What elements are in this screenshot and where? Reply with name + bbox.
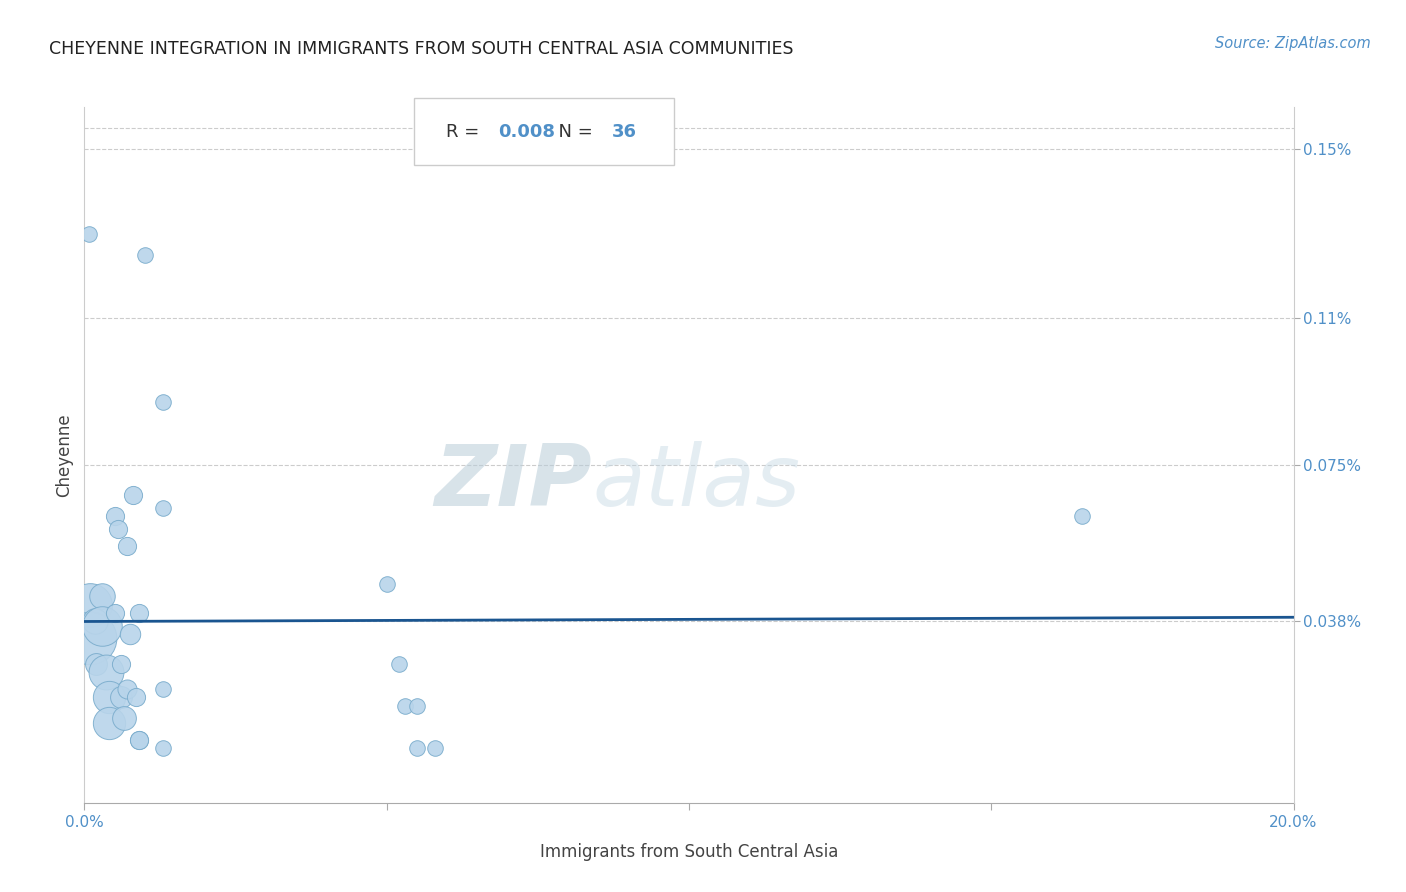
Point: [104, 509, 127, 524]
Point: [134, 247, 156, 261]
Point: [107, 522, 129, 536]
Point: [77, 227, 100, 241]
Point: [115, 539, 138, 553]
X-axis label: Immigrants from South Central Asia: Immigrants from South Central Asia: [540, 844, 838, 862]
Point: [128, 732, 150, 747]
Point: [375, 576, 398, 591]
Point: [79, 598, 101, 612]
Text: ZIP: ZIP: [434, 442, 592, 524]
Point: [152, 500, 174, 515]
Point: [1071, 509, 1094, 524]
Point: [79, 632, 101, 646]
Point: [125, 690, 148, 705]
Point: [128, 606, 150, 620]
Point: [406, 698, 429, 713]
Point: [110, 690, 132, 705]
Text: CHEYENNE INTEGRATION IN IMMIGRANTS FROM SOUTH CENTRAL ASIA COMMUNITIES: CHEYENNE INTEGRATION IN IMMIGRANTS FROM …: [49, 40, 794, 58]
Point: [94, 665, 117, 679]
Point: [91, 589, 114, 603]
Point: [406, 741, 429, 756]
Point: [91, 618, 114, 632]
Text: N =: N =: [547, 122, 599, 141]
Text: 36: 36: [612, 122, 637, 141]
Point: [104, 606, 127, 620]
Text: Source: ZipAtlas.com: Source: ZipAtlas.com: [1215, 36, 1371, 51]
Text: 0.008: 0.008: [498, 122, 555, 141]
Point: [110, 657, 132, 671]
Point: [152, 395, 174, 409]
Point: [152, 741, 174, 756]
Point: [388, 657, 411, 671]
Point: [128, 732, 150, 747]
Point: [118, 627, 141, 641]
Point: [97, 715, 120, 730]
Point: [112, 711, 135, 725]
Point: [86, 657, 108, 671]
Point: [152, 681, 174, 696]
Point: [115, 681, 138, 696]
Point: [97, 690, 120, 705]
Point: [84, 615, 107, 629]
Text: atlas: atlas: [592, 442, 800, 524]
Point: [394, 698, 416, 713]
Y-axis label: Cheyenne: Cheyenne: [55, 413, 73, 497]
Text: R =: R =: [446, 122, 485, 141]
Point: [121, 488, 143, 502]
Point: [423, 741, 446, 756]
